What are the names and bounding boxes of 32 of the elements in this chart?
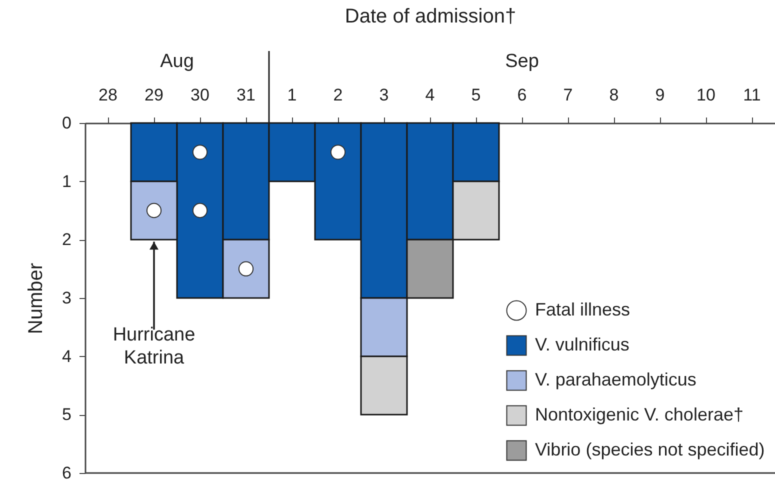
y-tick-label: 1 xyxy=(62,172,72,191)
y-tick-label: 0 xyxy=(62,114,72,132)
x-tick-label: 28 xyxy=(98,86,118,104)
y-axis-title: Number xyxy=(25,262,48,334)
text: Sep xyxy=(505,51,539,72)
x-tick-label: 3 xyxy=(379,86,389,104)
legend-label: Nontoxigenic V. cholerae† xyxy=(535,404,744,424)
x-tick-label: 29 xyxy=(144,86,164,104)
x-axis-title: Date of admission† xyxy=(344,6,516,28)
legend-label: V. vulnificus xyxy=(535,334,630,354)
y-tick-label: 4 xyxy=(62,346,72,366)
x-tick-label: 5 xyxy=(471,86,481,104)
y-tick-label: 5 xyxy=(62,405,72,424)
x-tick-label: 11 xyxy=(743,86,761,104)
x-tick-label: 2 xyxy=(333,86,343,104)
x-tick-label: 6 xyxy=(517,86,527,104)
x-tick-label: 9 xyxy=(655,86,665,104)
x-tick-label: 1 xyxy=(287,86,297,104)
legend-label: Fatal illness xyxy=(535,300,630,320)
y-tick-label: 3 xyxy=(62,288,72,308)
legend-label: V. parahaemolyticus xyxy=(535,370,696,390)
text: Aug xyxy=(160,51,194,72)
x-tick-label: 8 xyxy=(609,86,619,104)
legend-label: Vibrio (species not specified) xyxy=(535,440,765,460)
y-tick-label: 2 xyxy=(62,230,72,250)
annotation: Hurricane Katrina xyxy=(112,324,196,369)
y-tick-label: 6 xyxy=(62,464,72,480)
x-tick-label: 4 xyxy=(425,86,435,104)
x-tick-label: 10 xyxy=(696,86,716,104)
x-tick-label: 31 xyxy=(236,86,256,104)
x-tick-label: 7 xyxy=(563,86,573,104)
x-tick-label: 30 xyxy=(190,86,210,104)
